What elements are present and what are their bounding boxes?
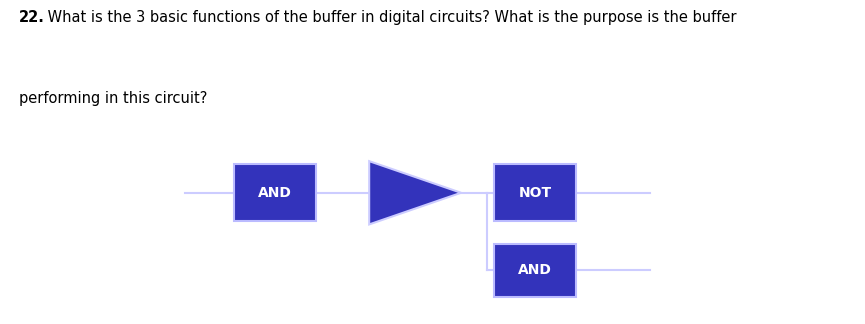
FancyBboxPatch shape <box>234 164 316 221</box>
Polygon shape <box>369 161 461 225</box>
Text: 5V: 5V <box>455 214 471 227</box>
Text: AND: AND <box>258 186 292 200</box>
Text: 5V: 5V <box>466 168 483 181</box>
Text: 0V: 0V <box>581 168 598 181</box>
Text: AND: AND <box>518 263 552 277</box>
Text: 22.: 22. <box>19 10 45 25</box>
Text: 5V: 5V <box>190 168 207 181</box>
FancyBboxPatch shape <box>494 244 576 297</box>
Text: performing in this circuit?: performing in this circuit? <box>19 91 208 106</box>
Text: 5V: 5V <box>321 168 337 181</box>
Text: 5V: 5V <box>581 246 598 259</box>
Text: What is the 3 basic functions of the buffer in digital circuits? What is the pur: What is the 3 basic functions of the buf… <box>43 10 737 25</box>
FancyBboxPatch shape <box>494 164 576 221</box>
Text: NOT: NOT <box>518 186 552 200</box>
